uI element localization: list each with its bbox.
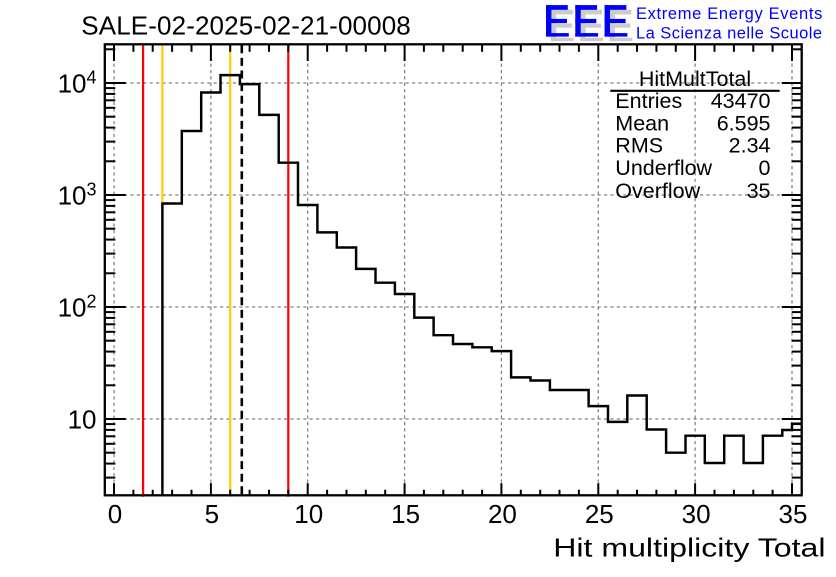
svg-text:Hit multiplicity Total: Hit multiplicity Total — [553, 534, 825, 562]
svg-text:0: 0 — [108, 499, 122, 529]
svg-text:Underflow: Underflow — [615, 156, 712, 180]
svg-text:5: 5 — [205, 499, 219, 529]
svg-text:Entries: Entries — [615, 89, 682, 113]
svg-text:30: 30 — [682, 499, 711, 529]
svg-text:Extreme Energy Events: Extreme Energy Events — [636, 5, 823, 23]
svg-text:25: 25 — [585, 499, 614, 529]
svg-text:0: 0 — [759, 156, 771, 180]
svg-text:RMS: RMS — [615, 134, 663, 158]
svg-text:35: 35 — [747, 179, 771, 203]
svg-text:43470: 43470 — [711, 89, 771, 113]
svg-text:2.34: 2.34 — [729, 134, 771, 158]
svg-text:HitMultTotal: HitMultTotal — [639, 67, 751, 91]
svg-text:10: 10 — [294, 499, 323, 529]
svg-text:10: 10 — [68, 404, 97, 434]
svg-text:La Scienza nelle Scuole: La Scienza nelle Scuole — [636, 24, 822, 42]
svg-text:Overflow: Overflow — [615, 179, 700, 203]
svg-text:35: 35 — [779, 499, 808, 529]
svg-text:15: 15 — [391, 499, 420, 529]
svg-text:6.595: 6.595 — [717, 111, 771, 135]
svg-text:SALE-02-2025-02-21-00008: SALE-02-2025-02-21-00008 — [81, 10, 411, 40]
svg-text:Mean: Mean — [615, 111, 669, 135]
svg-text:20: 20 — [488, 499, 517, 529]
